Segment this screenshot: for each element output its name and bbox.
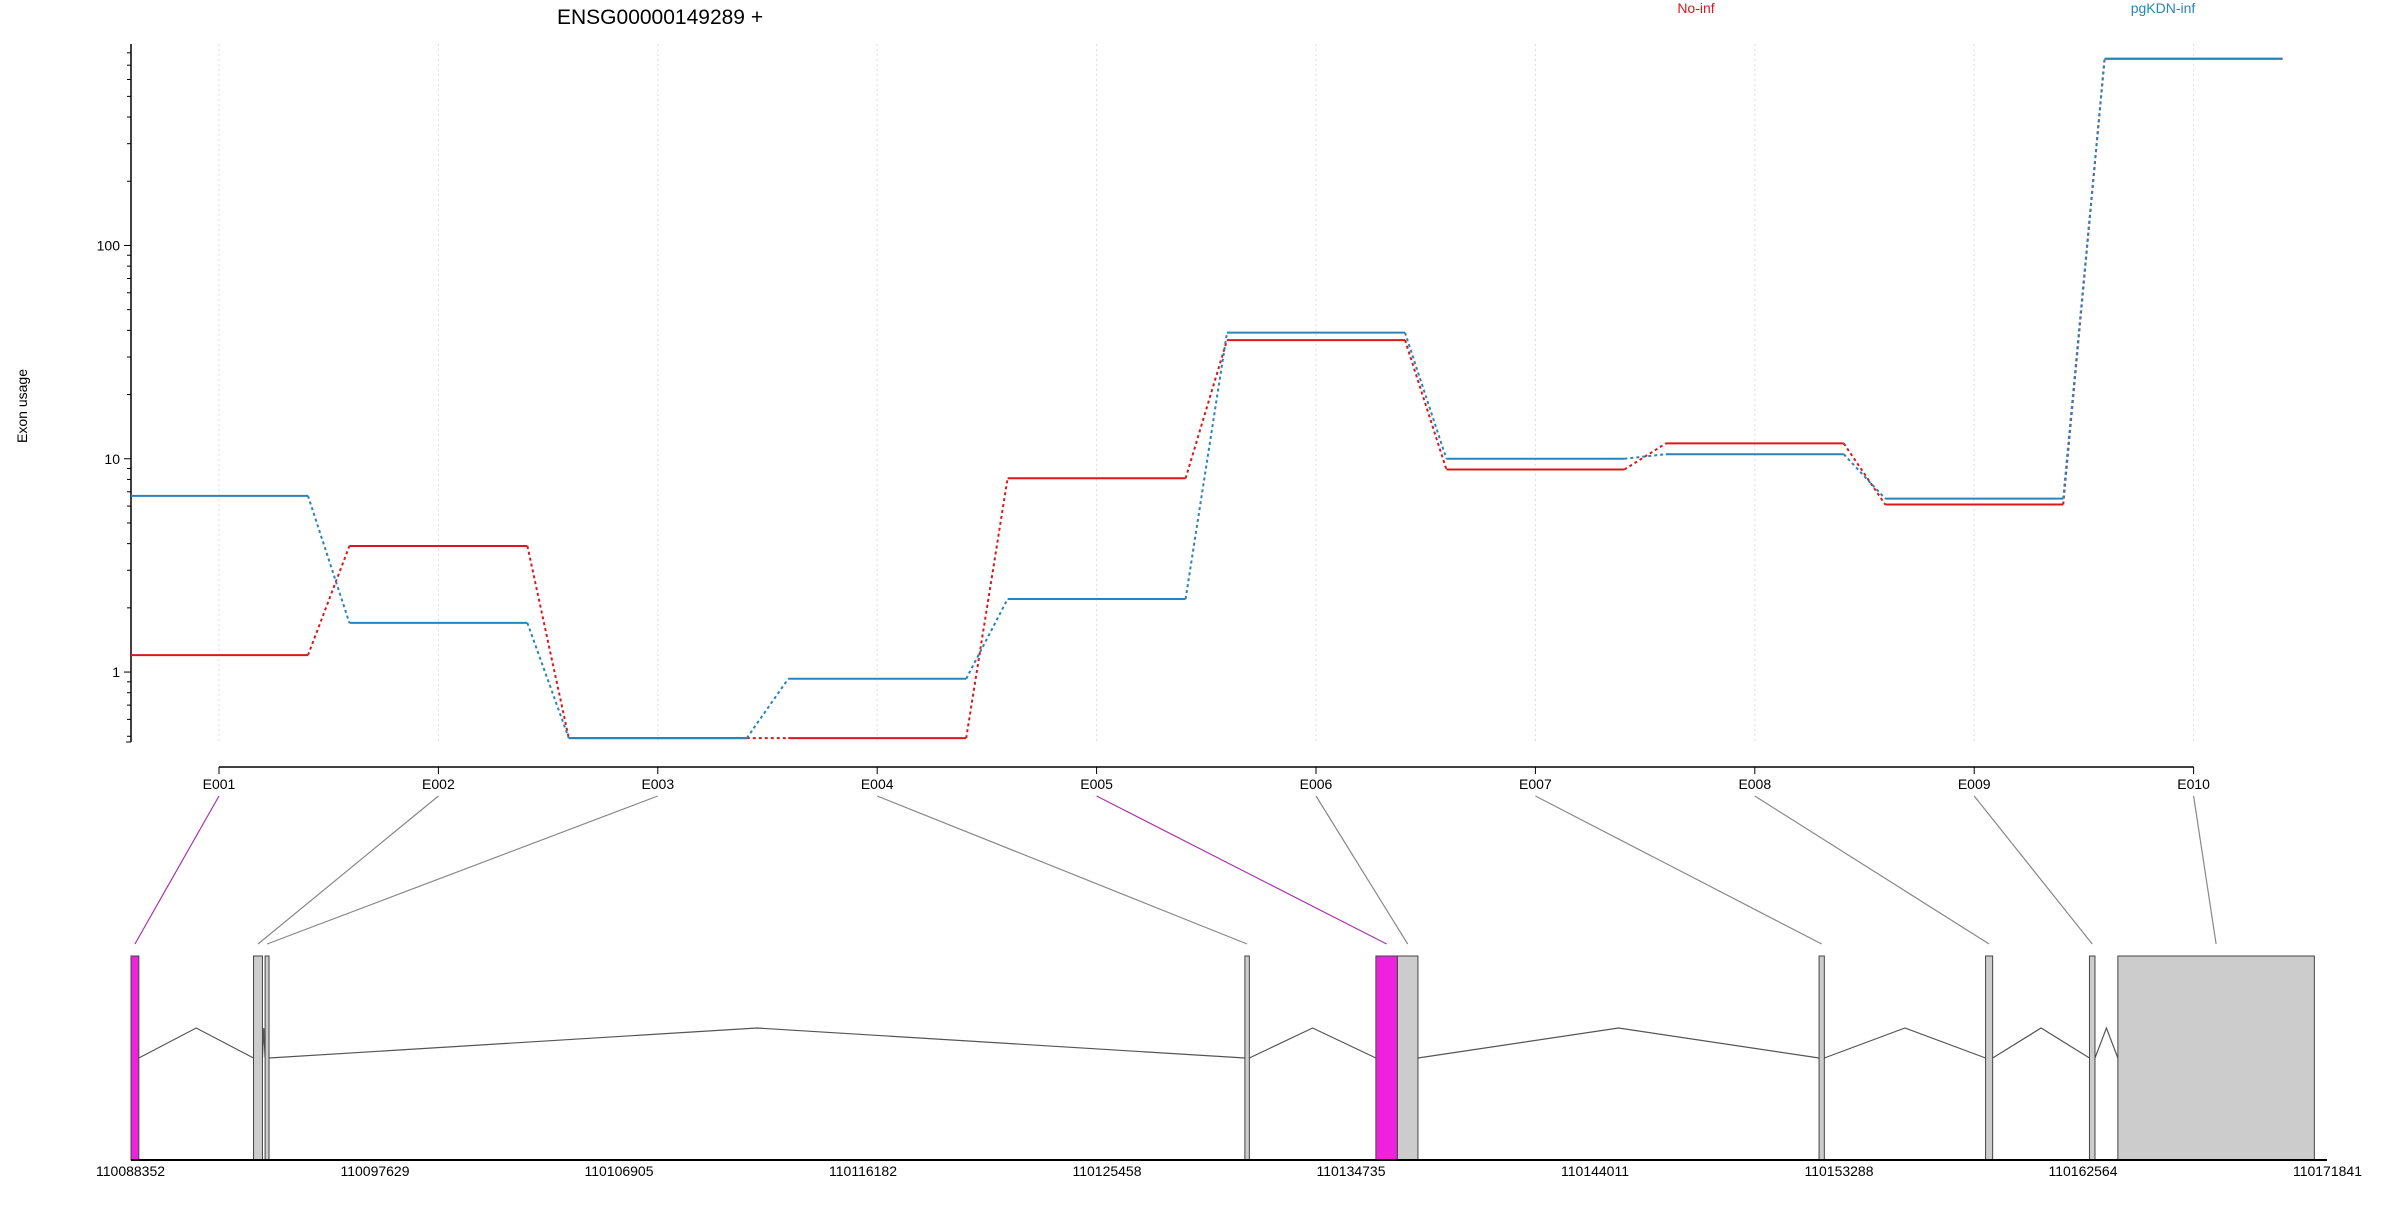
genomic-tick-label-110162564: 110162564 [2048, 1163, 2117, 1179]
connector-pgkdn-inf-e006-e007 [1404, 332, 1448, 460]
exon-connector-lines [134, 795, 2217, 945]
exon-link-e010 [2193, 795, 2217, 945]
intron-e001-e002 [138, 1027, 254, 1059]
exon-link-e003 [266, 795, 659, 945]
connector-pgkdn-inf-e005-e006 [1184, 332, 1228, 600]
genomic-tick-label-110116182: 110116182 [829, 1163, 897, 1179]
y-tick-label-10: 10 [104, 451, 120, 467]
exon-link-e006 [1315, 795, 1409, 945]
connector-no-inf-e002-e003 [526, 545, 570, 739]
intron-e004-e005 [1249, 1027, 1377, 1059]
connector-pgkdn-inf-e009-e010 [2062, 58, 2106, 499]
x-tick-label-e004: E004 [861, 776, 894, 792]
exon-e003 [264, 955, 270, 1161]
intron-e007-e008 [1824, 1027, 1986, 1059]
genomic-tick-label-110088352: 110088352 [96, 1163, 165, 1179]
intron-e006-e007 [1417, 1027, 1820, 1059]
genomic-tick-label-110144011: 110144011 [1561, 1163, 1629, 1179]
series-no-inf [131, 57, 2283, 740]
connector-pgkdn-inf-e001-e002 [307, 495, 351, 624]
chart-title: ENSG00000149289 + [557, 6, 763, 29]
exon-e007 [1818, 955, 1825, 1161]
genomic-tick-label-110097629: 110097629 [340, 1163, 409, 1179]
genomic-tick-label-110134735: 110134735 [1316, 1163, 1385, 1179]
exon-link-e008 [1754, 795, 1990, 945]
y-tick-label-1: 1 [112, 664, 120, 680]
y-tick-label-100: 100 [97, 237, 121, 253]
connector-pgkdn-inf-e002-e003 [526, 622, 570, 739]
connector-no-inf-e008-e009 [1842, 442, 1887, 506]
exon-e009 [2088, 955, 2096, 1161]
genomic-tick-label-110125458: 110125458 [1072, 1163, 1141, 1179]
exon-link-e001 [134, 795, 220, 945]
x-tick-label-e007: E007 [1519, 776, 1552, 792]
x-tick-label-e009: E009 [1958, 776, 1991, 792]
vertical-gridlines [218, 44, 2195, 742]
series-lines [131, 57, 2283, 740]
x-axis: E001 E002 E003 E004 E005 E006 E007 E008 E009 E010 [203, 766, 2210, 792]
connector-pgkdn-inf-e007-e008 [1624, 453, 1666, 460]
x-tick-label-e008: E008 [1738, 776, 1771, 792]
y-axis: 1 10 100 [97, 44, 132, 743]
exon-link-e005 [1096, 795, 1387, 945]
x-tick-label-e003: E003 [641, 776, 674, 792]
connector-no-inf-e005-e006 [1184, 339, 1228, 479]
exon-link-e002 [257, 795, 439, 945]
gene-model-track [130, 955, 2315, 1161]
intron-e003-e004 [269, 1027, 1245, 1059]
connector-no-inf-e006-e007 [1404, 339, 1448, 470]
exon-link-e009 [1973, 795, 2093, 945]
connector-no-inf-e001-e002 [307, 545, 351, 656]
exon-e008 [1985, 955, 1994, 1161]
exon-e004 [1244, 955, 1250, 1161]
connector-no-inf-e004-e005 [965, 478, 1009, 739]
intron-e009-e010 [2094, 1026, 2119, 1059]
exon-e005 [1375, 955, 1398, 1161]
connector-pgkdn-inf-e003-e004 [745, 678, 790, 739]
genomic-axis: 110088352 110097629 110106905 110116182 1101… [96, 1159, 2362, 1179]
x-tick-label-e010: E010 [2177, 776, 2210, 792]
y-axis-label: Exon usage [14, 369, 30, 443]
intron-e008-e009 [1992, 1027, 2090, 1059]
legend-pgkdn-inf: pgKDN-inf [2131, 0, 2196, 16]
exon-e002 [253, 955, 263, 1161]
genomic-tick-label-110171841: 110171841 [2293, 1163, 2362, 1179]
x-tick-label-e006: E006 [1300, 776, 1333, 792]
exon-e001 [130, 955, 140, 1161]
connector-pgkdn-inf-e004-e005 [965, 598, 1009, 680]
connector-pgkdn-inf-e008-e009 [1843, 453, 1886, 500]
x-tick-label-e001: E001 [203, 776, 236, 792]
exon-link-e007 [1535, 795, 1822, 945]
exon-e006 [1396, 955, 1419, 1161]
exon-link-e004 [876, 795, 1248, 945]
legend-no-inf: No-inf [1677, 0, 1714, 16]
x-tick-label-e002: E002 [422, 776, 455, 792]
exon-e010 [2117, 955, 2315, 1161]
genomic-tick-label-110106905: 110106905 [584, 1163, 653, 1179]
genomic-tick-label-110153288: 110153288 [1804, 1163, 1873, 1179]
x-tick-label-e005: E005 [1080, 776, 1113, 792]
series-pgkdn-inf [131, 57, 2283, 740]
